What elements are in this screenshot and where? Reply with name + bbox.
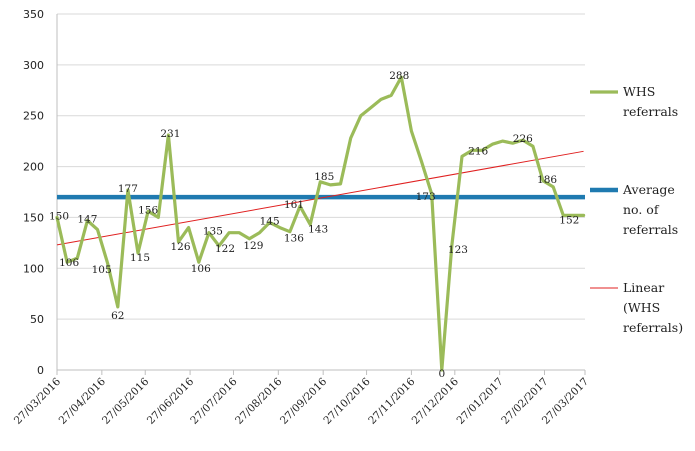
x-tick-label: 27/12/2016 [410,375,462,427]
x-tick-label: 27/10/2016 [321,375,373,427]
legend-whs-referrals-label: WHS referrals [623,84,678,119]
y-tick-label: 100 [23,262,44,275]
y-tick-label: 250 [23,110,44,123]
legend-average-referrals-label: Average no. of referrals [622,182,678,237]
data-label: 147 [77,213,97,225]
legend-label-line: (WHS [623,300,660,315]
data-label: 129 [243,240,263,252]
data-label: 288 [389,70,409,82]
legend-label-line: Linear [623,280,664,295]
x-axis: 27/03/201627/04/201627/05/201627/06/2016… [12,369,591,427]
data-label: 152 [559,214,579,226]
data-label: 185 [314,171,334,183]
legend-label-line: Average [622,182,675,197]
data-label: 177 [118,183,138,195]
data-label: 161 [284,199,304,211]
y-tick-label: 150 [23,211,44,224]
x-tick-label: 27/05/2016 [100,375,152,427]
x-tick-label: 27/07/2016 [188,375,240,427]
legend-label-line: referrals) [623,320,683,335]
data-label: 0 [438,368,445,380]
x-tick-label: 27/03/2016 [12,375,64,427]
legend-label-line: WHS [623,84,655,99]
x-tick-label: 27/01/2017 [454,376,505,427]
data-label: 126 [170,241,190,253]
legend: WHS referrals Average no. of referrals Linear… [590,84,683,335]
legend-label-line: referrals [623,104,678,119]
data-label: 123 [448,244,468,256]
data-label: 226 [513,133,533,145]
data-label: 145 [260,216,280,228]
data-label: 231 [160,128,180,140]
data-label: 156 [138,204,158,216]
y-axis: 0 50 100 150 200 250 300 350 [23,8,58,377]
series-line-whs-referrals [55,75,586,372]
gridlines [57,13,585,320]
data-label: 143 [308,224,328,236]
data-label: 136 [284,233,304,245]
data-label: 62 [111,310,124,322]
data-label: 106 [191,263,211,275]
data-label: 106 [59,257,79,269]
legend-linear-trend-label: Linear (WHS referrals) [623,280,683,335]
y-tick-label: 350 [23,8,44,21]
data-label: 135 [203,226,223,238]
data-label: 150 [49,210,69,222]
data-label: 173 [416,191,436,203]
data-label: 122 [215,243,235,255]
y-tick-label: 0 [37,364,44,377]
legend-label-line: referrals [623,222,678,237]
data-label: 105 [92,264,112,276]
data-label: 186 [537,174,557,186]
plot-area [55,75,586,372]
y-tick-label: 200 [23,161,44,174]
y-tick-label: 50 [30,313,44,326]
data-label: 115 [130,252,150,264]
y-tick-label: 300 [23,59,44,72]
x-tick-label: 27/08/2016 [233,375,285,427]
legend-label-line: no. of [623,202,660,217]
data-label: 216 [468,145,488,157]
